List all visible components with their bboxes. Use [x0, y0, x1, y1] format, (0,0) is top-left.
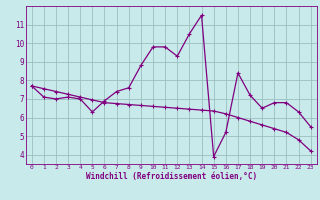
X-axis label: Windchill (Refroidissement éolien,°C): Windchill (Refroidissement éolien,°C) [86, 172, 257, 181]
